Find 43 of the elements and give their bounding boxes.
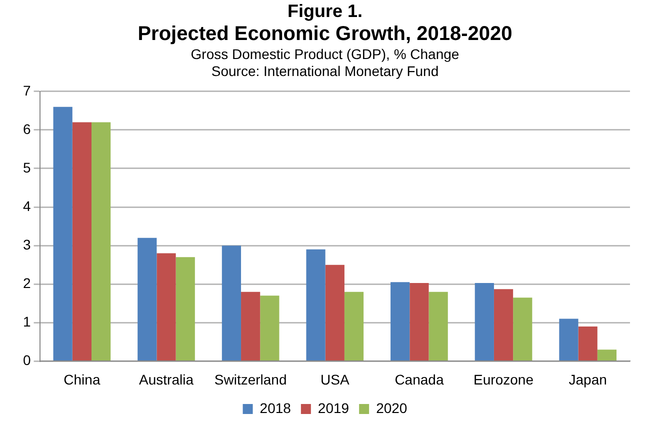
bar [325,264,344,360]
bar [260,296,280,360]
chart-subtitle: Gross Domestic Product (GDP), % Change [190,46,460,63]
bar [494,289,514,360]
bar [156,253,176,360]
source-note: Source: International Monetary Fund [210,63,440,80]
bar [597,350,617,360]
x-tick-label: Eurozone [474,371,534,388]
x-tick-label: China [64,371,100,388]
bar [241,292,260,360]
legend-label: 2018 [260,400,292,416]
bar [344,292,364,360]
legend-label: 2020 [376,400,408,416]
x-tick-label: Switzerland [214,371,287,388]
x-tick-label: USA [320,371,350,388]
bar [428,292,448,360]
x-tick-label: Canada [394,371,444,388]
bar [390,282,410,360]
bar [53,106,72,360]
y-tick-label: 3 [22,236,31,252]
bar [410,282,429,360]
y-tick-label: 6 [22,120,31,137]
y-tick-label: 4 [22,198,31,214]
bar [306,249,326,360]
bar [578,326,598,360]
bar [92,122,111,360]
y-tick-label: 5 [22,159,31,176]
chart-title: Projected Economic Growth, 2018-2020 [136,22,514,46]
bar [513,298,532,360]
x-tick-label: Japan [568,371,607,388]
caption: Figure 1. [286,0,364,22]
bar [72,122,92,360]
y-tick-label: 7 [22,82,31,98]
y-tick-label: 1 [22,314,31,330]
bar [474,282,494,360]
x-tick-label: Australia [139,371,194,388]
bar [138,238,157,360]
bar [222,246,242,360]
y-tick-label: 0 [22,352,31,368]
bar [176,257,195,360]
bar [559,318,578,360]
legend-label: 2019 [318,400,350,416]
y-tick-label: 2 [22,274,31,291]
